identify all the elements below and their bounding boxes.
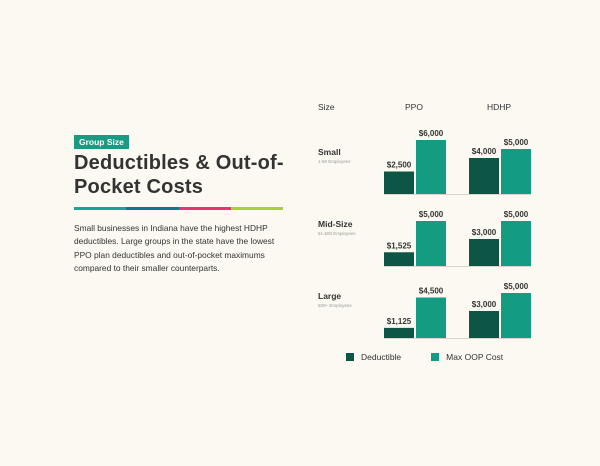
label-large-ppo-deductible: $1,125: [387, 317, 412, 326]
bar-small-ppo-max-oop: [416, 140, 446, 194]
column-header-hdhp: HDHP: [487, 102, 511, 112]
label-mid-size-hdhp-max-oop: $5,000: [504, 210, 529, 219]
bar-mid-size-ppo-deductible: [384, 252, 414, 266]
chart-legend: Deductible Max OOP Cost: [346, 352, 503, 362]
rule-segment-pink: [178, 207, 231, 210]
label-small-hdhp-max-oop: $5,000: [504, 138, 529, 147]
column-header-size: Size: [318, 102, 335, 112]
group-label-large: Large: [318, 291, 341, 301]
label-large-hdhp-deductible: $3,000: [472, 300, 497, 309]
bar-small-hdhp-max-oop: [501, 149, 531, 194]
label-small-ppo-deductible: $2,500: [387, 161, 412, 170]
legend-swatch-deductible: [346, 353, 354, 361]
rule-segment-teal: [74, 207, 127, 210]
label-small-hdhp-deductible: $4,000: [472, 147, 497, 156]
bar-small-hdhp-deductible: [469, 158, 499, 194]
group-sublabel-large: 500+ Employees: [318, 303, 352, 308]
rule-segment-blue: [126, 207, 179, 210]
group-sublabel-small: 1-50 Employees: [318, 159, 351, 164]
label-large-hdhp-max-oop: $5,000: [504, 282, 529, 291]
bar-large-hdhp-deductible: [469, 311, 499, 338]
legend-label-max-oop: Max OOP Cost: [446, 352, 504, 362]
bar-mid-size-ppo-max-oop: [416, 221, 446, 266]
label-small-ppo-max-oop: $6,000: [419, 129, 444, 138]
rule-segment-lime: [230, 207, 283, 210]
page-title: Deductibles & Out-of-Pocket Costs: [74, 152, 284, 198]
group-size-badge: Group Size: [74, 135, 129, 149]
color-rule: [74, 207, 283, 210]
bar-mid-size-hdhp-max-oop: [501, 221, 531, 266]
bar-large-hdhp-max-oop: [501, 293, 531, 338]
bar-large-ppo-deductible: [384, 327, 414, 338]
label-mid-size-ppo-deductible: $1,525: [387, 241, 412, 250]
group-sublabel-mid-size: 51-500 Employees: [318, 231, 356, 236]
group-label-mid-size: Mid-Size: [318, 219, 353, 229]
label-large-ppo-max-oop: $4,500: [419, 287, 444, 296]
bar-mid-size-hdhp-deductible: [469, 239, 499, 266]
legend-item-deductible: Deductible: [346, 352, 401, 362]
label-mid-size-ppo-max-oop: $5,000: [419, 210, 444, 219]
label-mid-size-hdhp-deductible: $3,000: [472, 228, 497, 237]
description-text: Small businesses in Indiana have the hig…: [74, 223, 275, 274]
group-label-small: Small: [318, 147, 341, 157]
legend-label-deductible: Deductible: [361, 352, 402, 362]
legend-item-max-oop: Max OOP Cost: [431, 352, 503, 362]
bar-small-ppo-deductible: [384, 171, 414, 194]
bar-large-ppo-max-oop: [416, 297, 446, 338]
legend-swatch-max-oop: [431, 353, 440, 361]
column-header-ppo: PPO: [405, 102, 423, 112]
